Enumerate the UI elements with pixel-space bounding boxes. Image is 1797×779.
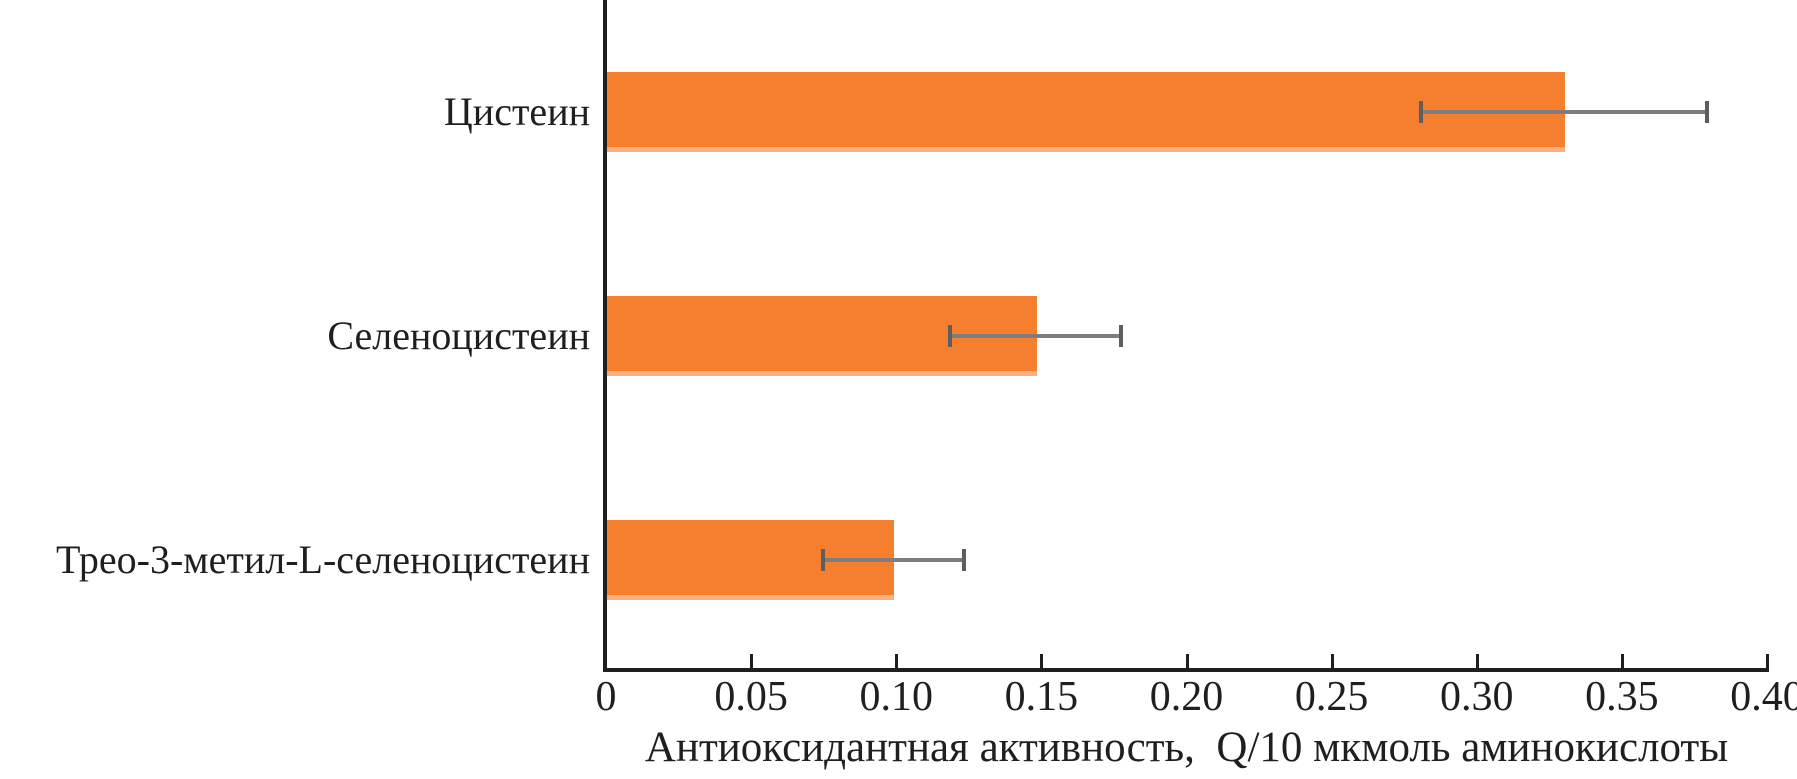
error-bar-cap-left [1418,101,1423,123]
x-axis-tick-label: 0.15 [1004,674,1079,720]
x-axis-tick-label: 0.30 [1440,674,1514,720]
error-bar-cap-right [1704,101,1709,123]
x-axis-tick [1185,654,1189,668]
error-bar-cap-left [820,549,825,571]
x-axis-tick [895,654,899,668]
error-bar [820,558,966,562]
category-label: Селеноцистеин [327,313,590,358]
x-axis-line [603,668,1769,672]
category-label: Трео-3-метил-L-селеноцистеин [55,537,590,582]
x-axis-tick-label: 0.05 [714,674,788,720]
x-axis-tick [1040,654,1044,668]
error-bar-cap-right [1118,325,1123,347]
x-axis-tick [1620,654,1624,668]
x-axis-tick [750,654,754,668]
x-axis-tick-label: 0.35 [1585,674,1659,720]
x-axis-tick-label: 0.20 [1149,674,1224,720]
x-axis-tick-label: 0.25 [1294,674,1369,720]
error-bar [948,334,1123,338]
error-bar [1418,110,1709,114]
y-axis-line [603,0,607,672]
x-axis-tick-label: 0 [595,674,617,720]
x-axis-tick [1330,654,1334,668]
error-bar-cap-right [961,549,966,571]
x-axis-tick-label: 0.10 [859,674,934,720]
category-label: Цистеин [443,89,590,134]
x-axis-tick-label: 0.40 [1730,674,1797,720]
x-axis-tick [1766,654,1769,668]
error-bar-cap-left [948,325,953,347]
x-axis-title: Антиоксидантная активность, Q/10 мкмоль … [644,724,1729,771]
bar [607,72,1565,152]
x-axis-tick [1475,654,1479,668]
